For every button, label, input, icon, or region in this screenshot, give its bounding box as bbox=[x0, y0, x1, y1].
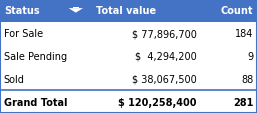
Text: Total value: Total value bbox=[96, 6, 157, 16]
Bar bbox=[0, 23, 257, 45]
Text: 184: 184 bbox=[235, 29, 253, 39]
Text: For Sale: For Sale bbox=[4, 29, 43, 39]
Bar bbox=[0, 90, 257, 113]
Polygon shape bbox=[69, 9, 83, 14]
Text: Sale Pending: Sale Pending bbox=[4, 52, 67, 61]
Text: Grand Total: Grand Total bbox=[4, 97, 67, 107]
Text: Status: Status bbox=[4, 6, 40, 16]
Text: 9: 9 bbox=[247, 52, 253, 61]
Text: Sold: Sold bbox=[4, 74, 25, 84]
Text: $  4,294,200: $ 4,294,200 bbox=[135, 52, 197, 61]
Text: 281: 281 bbox=[233, 97, 253, 107]
Text: $ 77,896,700: $ 77,896,700 bbox=[132, 29, 197, 39]
Text: Count: Count bbox=[221, 6, 253, 16]
Text: $ 120,258,400: $ 120,258,400 bbox=[118, 97, 197, 107]
Bar bbox=[0, 45, 257, 68]
Bar bbox=[0, 68, 257, 90]
Bar bbox=[0, 0, 257, 23]
Text: $ 38,067,500: $ 38,067,500 bbox=[132, 74, 197, 84]
Bar bbox=[72, 8, 79, 9]
Text: 88: 88 bbox=[241, 74, 253, 84]
